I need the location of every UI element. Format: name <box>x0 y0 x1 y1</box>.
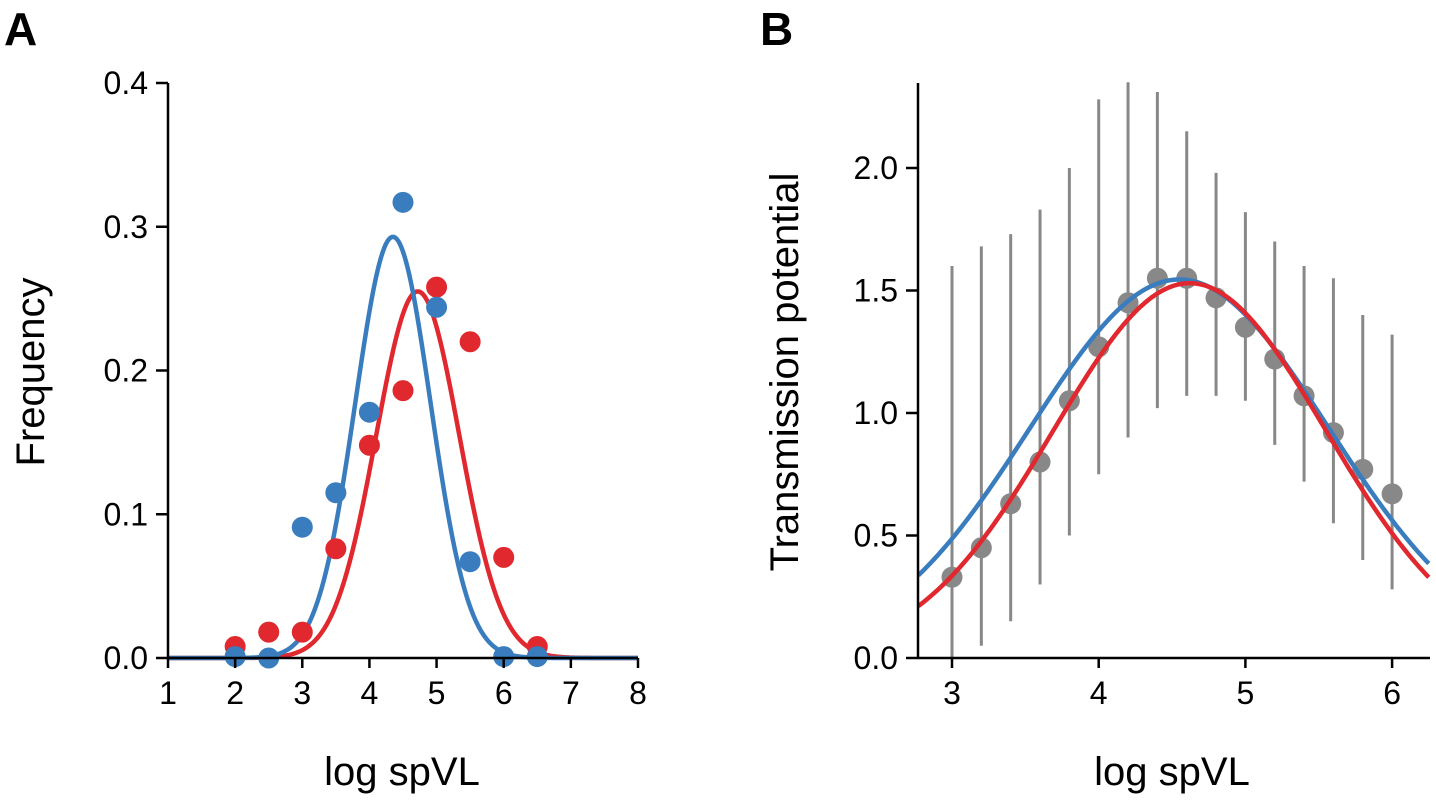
panel-a-x-tick-label: 1 <box>159 675 177 711</box>
panel-b-fit-curves <box>916 277 1431 608</box>
panel-a-x-tick-label: 8 <box>629 675 647 711</box>
panel-b-point <box>1381 483 1403 505</box>
panel-a-x-tick-label: 6 <box>495 675 513 711</box>
panel-a: A 1 2 3 4 5 6 7 8 0.0 0.1 0.2 0.3 0.4 log spVL Frequ… <box>4 3 647 794</box>
panel-b: B 3 4 5 6 0.0 0.5 1.0 1.5 2.0 log spVL Transmiss… <box>760 3 1431 794</box>
panel-a-x-tick-label: 2 <box>226 675 244 711</box>
panel-b-y-tick-label: 1.0 <box>854 395 898 431</box>
panel-b-x-tick-label: 5 <box>1237 675 1255 711</box>
panel-b-fit-curve-0 <box>916 277 1431 578</box>
panel-b-x-tick-label: 6 <box>1383 675 1401 711</box>
panel-b-x-tick-label: 4 <box>1090 675 1108 711</box>
panel-a-x-tick-label: 7 <box>562 675 580 711</box>
panel-a-x-tick-label: 4 <box>361 675 379 711</box>
panel-a-x-axis-title: log spVL <box>324 750 480 794</box>
panel-a-y-tick-label: 0.4 <box>104 65 148 101</box>
panel-a-y-tick-label: 0.2 <box>104 353 148 389</box>
panel-a-point-series-0 <box>459 331 481 353</box>
panel-b-letter: B <box>760 3 793 55</box>
panel-a-point-series-0 <box>392 380 414 402</box>
panel-b-point <box>970 537 992 559</box>
panel-a-point-series-1 <box>224 646 246 668</box>
panel-b-fit-curve-1 <box>916 280 1431 608</box>
panel-b-y-tick-label: 0.5 <box>854 518 898 554</box>
panel-a-x-tick-label: 3 <box>293 675 311 711</box>
panel-a-x-tick-label: 5 <box>428 675 446 711</box>
panel-b-y-tick-label: 1.5 <box>854 273 898 309</box>
panel-a-fit-curves <box>168 234 638 661</box>
panel-a-y-axis-title: Frequency <box>9 278 53 467</box>
panel-a-point-series-1 <box>526 646 548 668</box>
panel-a-point-series-0 <box>493 546 515 568</box>
panel-a-letter: A <box>4 3 37 55</box>
panel-b-axes: 3 4 5 6 0.0 0.5 1.0 1.5 2.0 <box>854 83 1430 711</box>
panel-b-y-tick-label: 2.0 <box>854 150 898 186</box>
panel-a-point-series-1 <box>426 296 448 318</box>
panel-a-fit-curve-1 <box>168 234 638 661</box>
panel-a-point-series-1 <box>358 401 380 423</box>
panel-a-point-series-1 <box>459 551 481 573</box>
panel-a-y-tick-label: 0.0 <box>104 640 148 676</box>
panel-b-y-tick-label: 0.0 <box>854 640 898 676</box>
panel-a-point-series-0 <box>358 434 380 456</box>
panel-a-point-series-1 <box>493 646 515 668</box>
panel-a-point-series-1 <box>325 482 347 504</box>
panel-a-point-series-0 <box>325 538 347 560</box>
panel-b-x-tick-label: 3 <box>943 675 961 711</box>
panel-a-axes: 1 2 3 4 5 6 7 8 0.0 0.1 0.2 0.3 0.4 <box>104 65 647 711</box>
panel-a-y-tick-label: 0.1 <box>104 496 148 532</box>
panel-b-x-axis-title: log spVL <box>1094 750 1250 794</box>
panel-b-error-bars <box>950 82 1394 658</box>
panel-a-point-series-0 <box>258 621 280 643</box>
panel-a-point-series-0 <box>426 276 448 298</box>
panel-a-point-series-1 <box>392 191 414 213</box>
panel-b-point <box>1029 451 1051 473</box>
panel-a-y-tick-label: 0.3 <box>104 209 148 245</box>
panel-a-point-series-0 <box>291 621 313 643</box>
panel-b-y-axis-title: Transmission potential <box>763 173 807 572</box>
panel-a-points <box>224 191 548 669</box>
panel-a-fit-curve-0 <box>168 289 638 661</box>
panel-a-point-series-1 <box>291 516 313 538</box>
